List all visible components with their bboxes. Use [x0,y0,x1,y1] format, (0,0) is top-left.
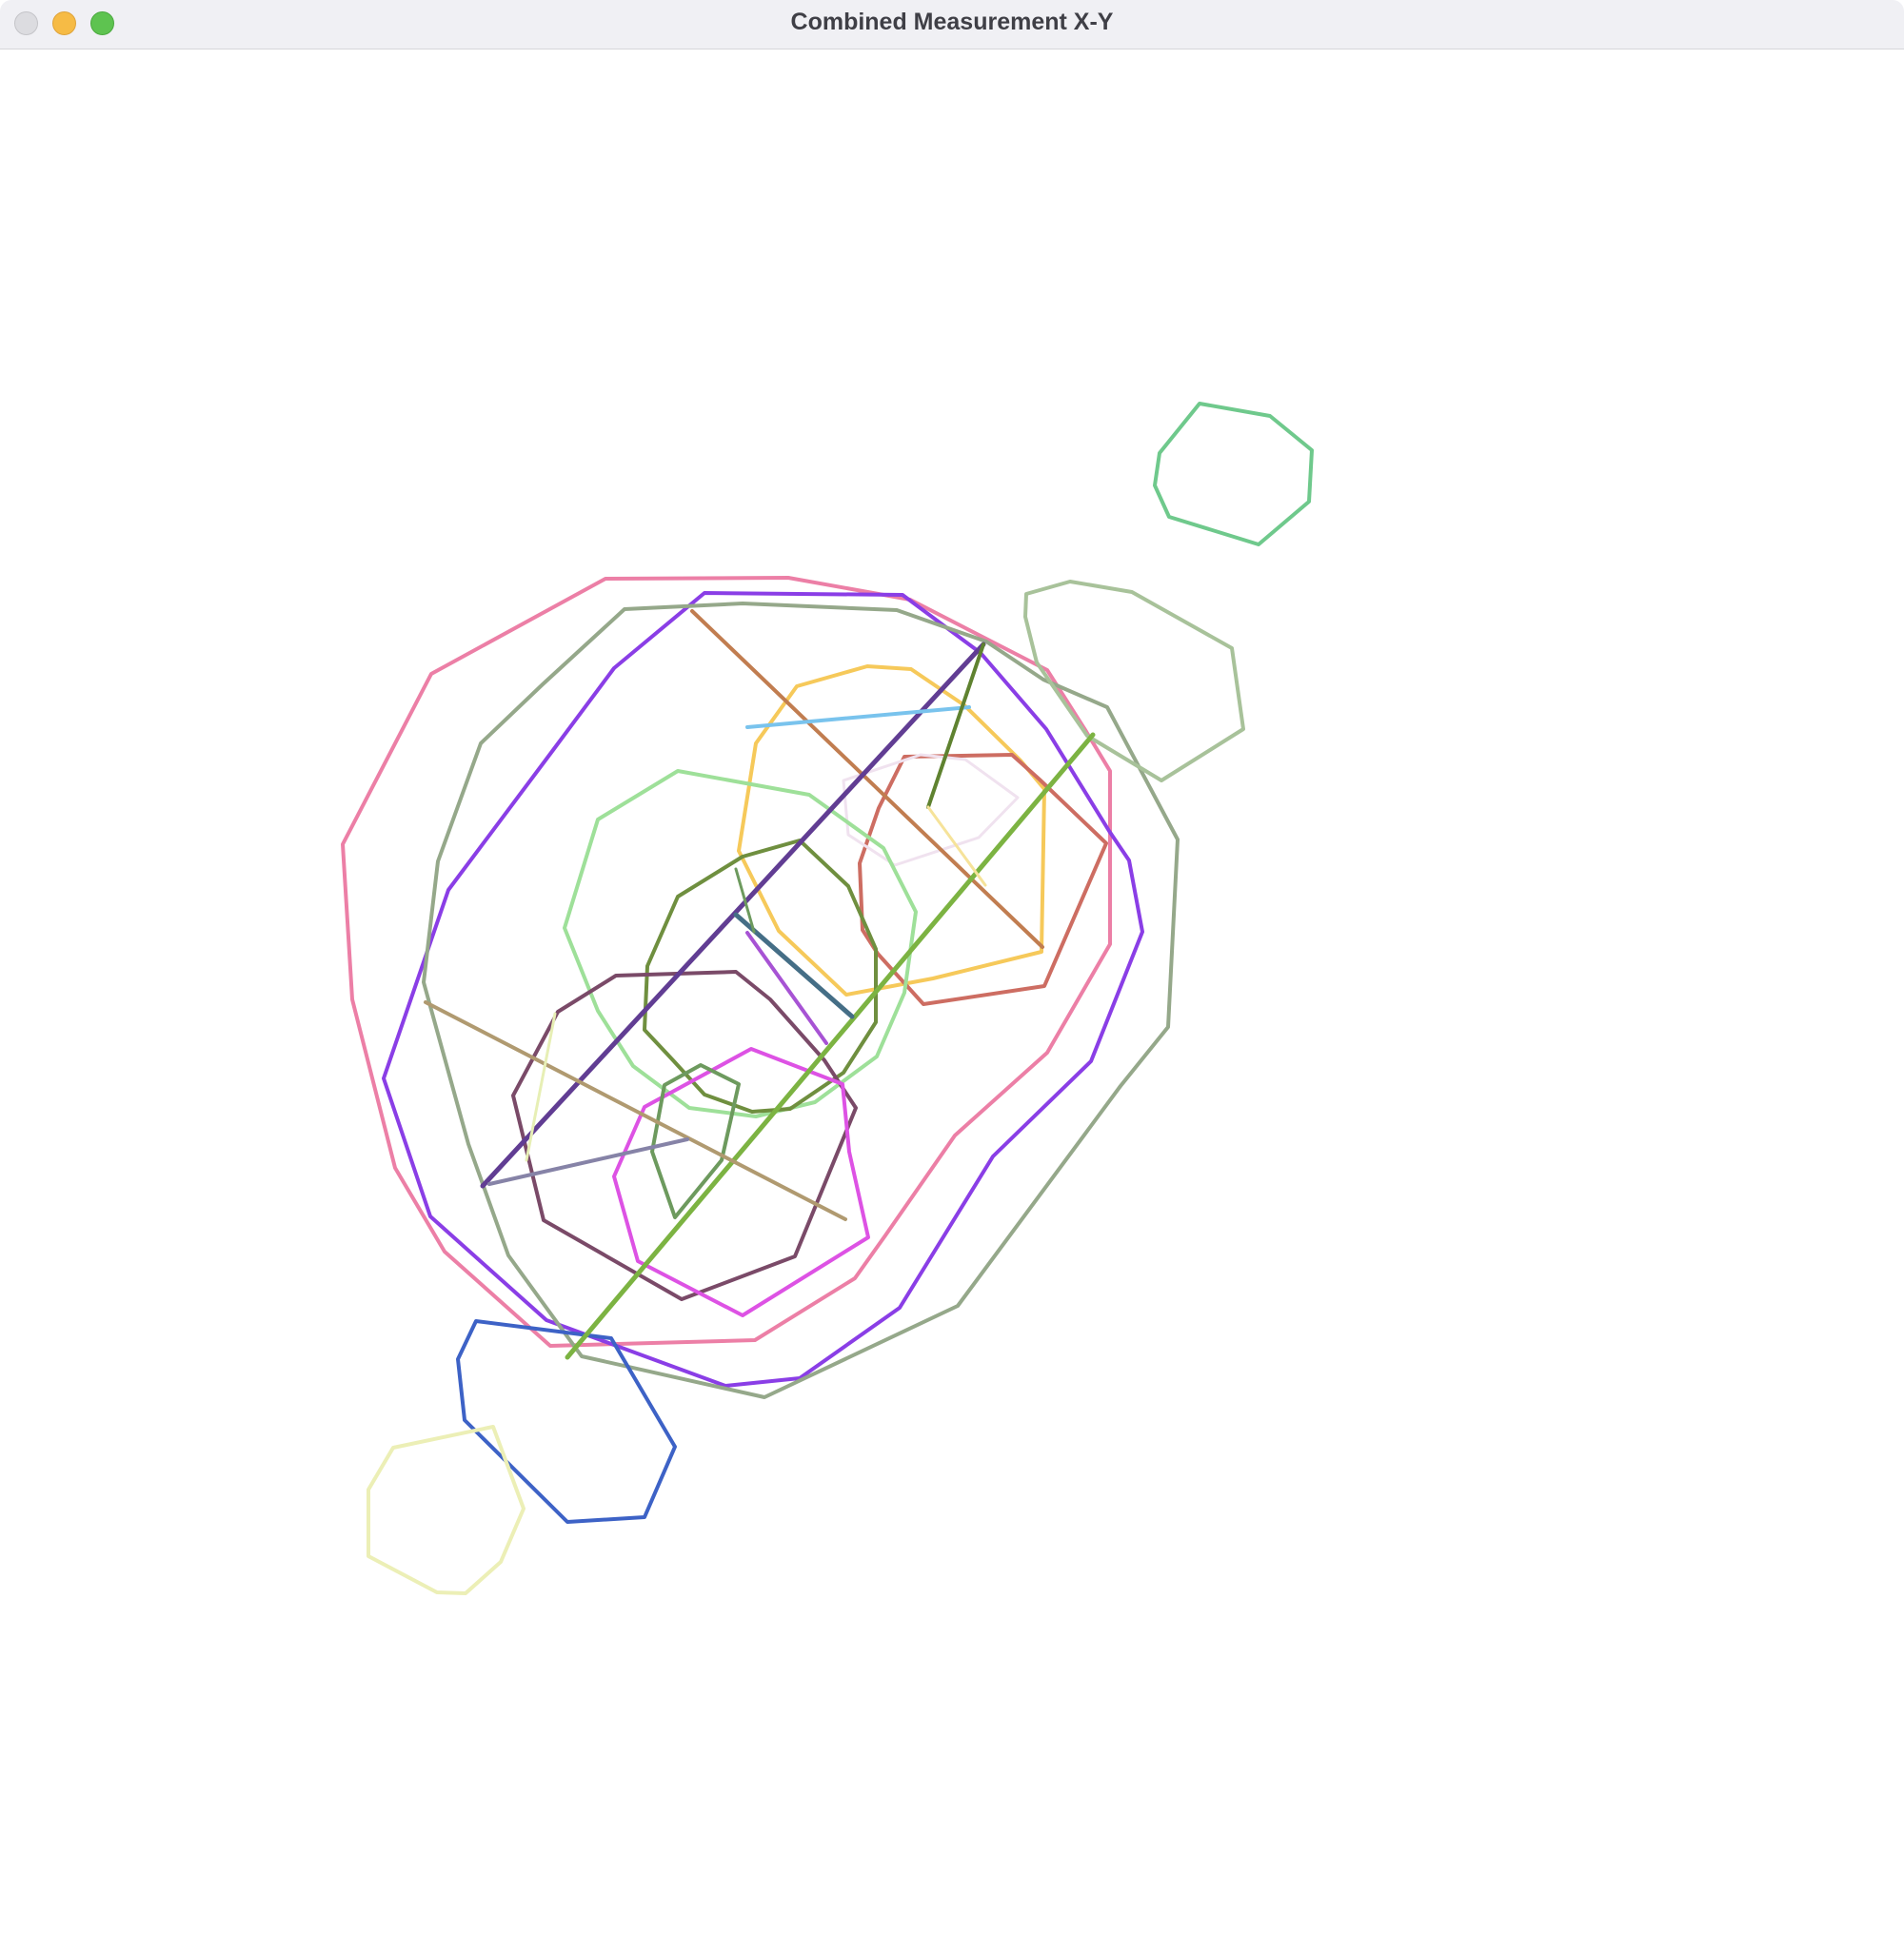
green-short-line [734,867,756,934]
close-button[interactable] [14,11,38,35]
small-green-polygon [650,1063,741,1219]
drawing-canvas[interactable] [0,49,1904,1955]
green-polygon [1153,402,1314,546]
yellow-short-line [926,805,987,887]
olive-polygon [643,839,878,1114]
dark-olive-line [926,642,985,809]
light-sage-polygon [1023,580,1245,782]
lavender-polygon [842,753,1020,867]
pale-line [525,1012,557,1162]
minimize-button[interactable] [52,11,76,35]
title-bar[interactable]: Combined Measurement X-Y [0,0,1904,49]
shapes-layer [341,402,1314,1595]
light-green-polygon [563,769,918,1118]
pale-yellow-polygon [367,1425,526,1595]
sage-polygon [422,602,1180,1399]
lime-green-line [565,732,1096,1360]
grey-purple-line [487,1137,689,1186]
tan-line [424,1000,847,1221]
blue-polygon [456,1319,677,1524]
brown-line [690,609,1044,949]
plum-polygon [511,970,858,1301]
violet-polygon [382,591,1144,1388]
window-title: Combined Measurement X-Y [790,9,1114,35]
yellow-polygon [737,664,1046,997]
zoom-button[interactable] [90,11,114,35]
orchid-line [745,931,828,1045]
pink-polygon [341,576,1112,1348]
sky-blue-line [745,705,971,729]
magenta-polygon [612,1047,870,1317]
dark-purple-line [480,642,986,1189]
